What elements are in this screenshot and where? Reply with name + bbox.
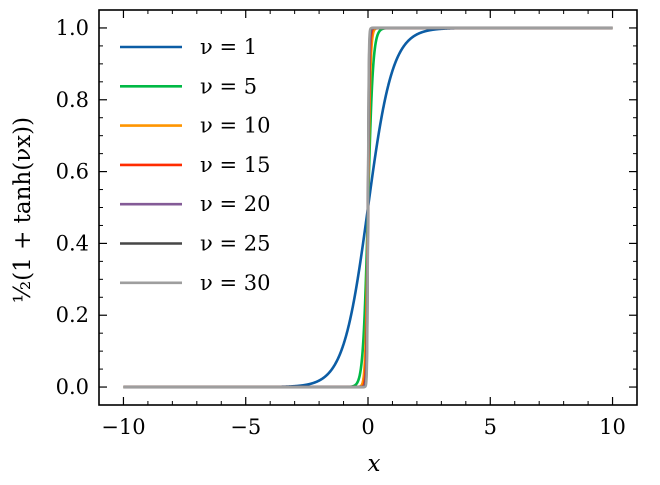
ticks [98,9,638,406]
x-tick-label: 10 [599,415,626,439]
legend-label: ν = 20 [200,192,270,216]
tick-labels: −10 −5 0 5 10 0.0 0.2 0.4 0.6 0.8 1.0 [56,16,626,439]
legend: ν = 1 ν = 5 ν = 10 ν = 15 ν = 20 ν = 25 ν = 30 [120,35,270,295]
x-tick-label: −10 [101,415,145,439]
legend-label: ν = 30 [200,271,270,295]
legend-label: ν = 10 [200,114,270,138]
legend-label: ν = 15 [200,153,270,177]
legend-label: ν = 1 [200,35,257,59]
y-tick-label: 0.2 [56,303,89,327]
y-tick-label: 0.0 [56,375,89,399]
x-axis-label: x [368,451,381,477]
x-tick-label: 0 [361,415,374,439]
y-tick-label: 0.4 [56,231,89,255]
x-tick-label: 5 [484,415,497,439]
series-line [122,26,614,389]
legend-label: ν = 25 [200,232,270,256]
y-axis-label: ½(1 + tanh(νx)) [10,117,36,303]
x-tick-label: −5 [230,415,261,439]
y-tick-label: 0.6 [56,160,89,184]
y-tick-label: 1.0 [56,16,89,40]
series-layer [122,26,614,389]
y-tick-label: 0.8 [56,88,89,112]
legend-label: ν = 5 [200,74,257,98]
